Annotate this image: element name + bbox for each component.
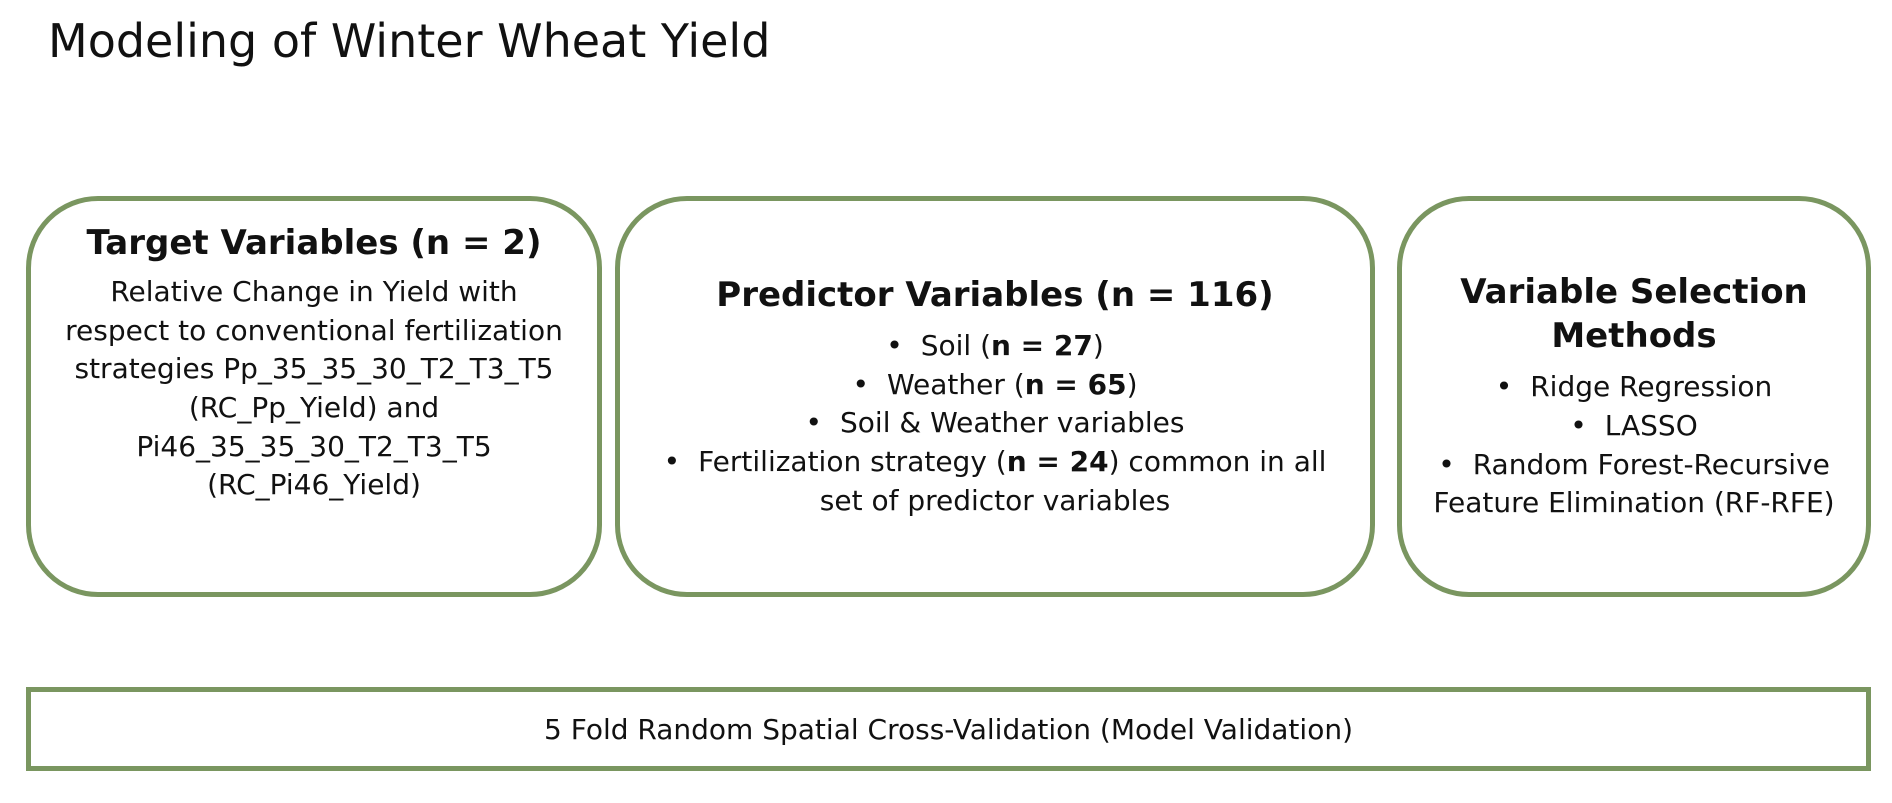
bullet-dot-icon: • xyxy=(852,367,869,401)
list-item: • Soil & Weather variables xyxy=(645,404,1345,443)
list-item-text: Ridge Regression xyxy=(1530,370,1773,404)
list-item: • Soil (n = 27) xyxy=(645,327,1345,366)
list-item-text: Weather ( xyxy=(887,367,1025,401)
predictor-variables-box: Predictor Variables (n = 116) • Soil (n =… xyxy=(615,196,1375,597)
variable-selection-methods-list: • Ridge Regression • LASSO • Random Forest-… xyxy=(1424,368,1844,523)
list-item-count: n = 65 xyxy=(1024,367,1127,401)
bullet-dot-icon: • xyxy=(663,444,681,478)
list-item-text: LASSO xyxy=(1604,409,1698,443)
list-item-text: ) xyxy=(1126,367,1138,401)
list-item-text: Random Forest-Recursive Feature Eliminat… xyxy=(1433,447,1835,520)
variable-selection-methods-title: Variable Selection Methods xyxy=(1460,272,1808,357)
bullet-dot-icon: • xyxy=(1570,409,1587,443)
list-item: • Random Forest-Recursive Feature Elimina… xyxy=(1424,446,1844,523)
list-item-text: Soil & Weather variables xyxy=(840,406,1185,440)
predictor-variables-title: Predictor Variables (n = 116) xyxy=(716,274,1274,315)
list-item-count: n = 27 xyxy=(991,329,1093,363)
page-title: Modeling of Winter Wheat Yield xyxy=(48,14,771,68)
list-item-text: Soil ( xyxy=(920,329,991,363)
predictor-variables-list: • Soil (n = 27) • Weather (n = 65) • Soil &… xyxy=(645,327,1345,520)
bullet-dot-icon: • xyxy=(1438,447,1455,481)
target-variables-box: Target Variables (n = 2) Relative Change… xyxy=(26,196,602,597)
list-item: • Weather (n = 65) xyxy=(645,366,1345,405)
target-variables-description: Relative Change in Yield with respect to… xyxy=(65,275,563,502)
list-item-text: Fertilization strategy ( xyxy=(698,444,1007,478)
bullet-dot-icon: • xyxy=(1495,370,1513,404)
model-validation-label: 5 Fold Random Spatial Cross-Validation (… xyxy=(544,712,1353,746)
model-validation-box: 5 Fold Random Spatial Cross-Validation (… xyxy=(26,687,1871,771)
list-item-text: ) common in all set of predictor variabl… xyxy=(819,444,1327,517)
list-item: • Fertilization strategy (n = 24) common … xyxy=(645,443,1345,520)
target-variables-title: Target Variables (n = 2) xyxy=(86,223,542,263)
bullet-dot-icon: • xyxy=(805,406,823,440)
bullet-dot-icon: • xyxy=(886,329,903,363)
list-item-text: ) xyxy=(1092,329,1104,363)
variable-selection-methods-box: Variable Selection Methods • Ridge Regres… xyxy=(1397,196,1871,597)
list-item: • LASSO xyxy=(1424,407,1844,446)
list-item-count: n = 24 xyxy=(1006,444,1109,478)
list-item: • Ridge Regression xyxy=(1424,368,1844,407)
